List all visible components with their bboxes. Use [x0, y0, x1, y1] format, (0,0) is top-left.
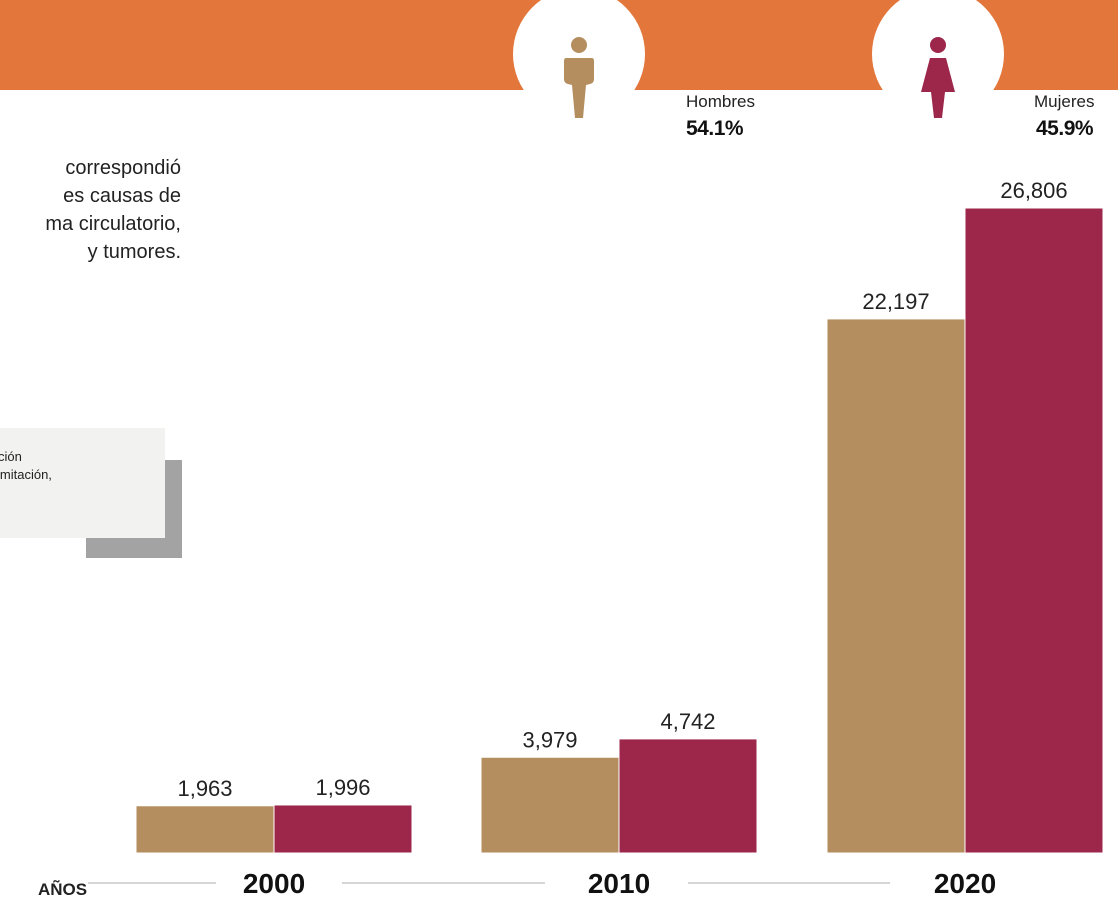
note-line: ción: [0, 449, 22, 464]
intro-line: ma circulatorio,: [45, 213, 181, 235]
data-label-hombres-2000: 1,963: [177, 776, 232, 801]
legend-men-percent: 54.1%: [686, 117, 744, 140]
bar-hombres-2020: [826, 318, 966, 854]
woman-icon: [921, 37, 955, 118]
data-label-mujeres-2020: 26,806: [1000, 178, 1067, 203]
bar-mujeres-2020: [964, 207, 1104, 854]
legend-women-percent: 45.9%: [1036, 117, 1094, 140]
intro-line: correspondió: [65, 157, 181, 179]
bar-hombres-2000: [135, 805, 275, 854]
data-label-mujeres-2000: 1,996: [315, 775, 370, 800]
category-label-2010: 2010: [587, 868, 651, 899]
men-icon-circle: [513, 0, 645, 120]
bar-mujeres-2010: [618, 738, 758, 854]
man-icon: [564, 37, 594, 118]
women-icon-circle: [872, 0, 1004, 120]
data-label-mujeres-2010: 4,742: [660, 709, 715, 734]
intro-line: es causas de: [63, 185, 181, 207]
legend-men-label: Hombres: [686, 92, 755, 111]
bar-mujeres-2000: [273, 804, 413, 854]
legend-women-label: Mujeres: [1034, 92, 1095, 111]
intro-line: y tumores.: [87, 241, 181, 263]
data-label-hombres-2020: 22,197: [862, 289, 929, 314]
bar-hombres-2010: [480, 756, 620, 854]
intro-paragraph: correspondió es causas de ma circulatori…: [0, 154, 183, 304]
note-line: imitación,: [0, 467, 52, 482]
category-label-2020: 2020: [933, 868, 997, 899]
data-label-hombres-2010: 3,979: [522, 727, 577, 752]
x-axis-title: AÑOS: [38, 880, 88, 899]
note-box: ción imitación,: [0, 428, 165, 538]
category-label-2000: 2000: [242, 868, 306, 899]
